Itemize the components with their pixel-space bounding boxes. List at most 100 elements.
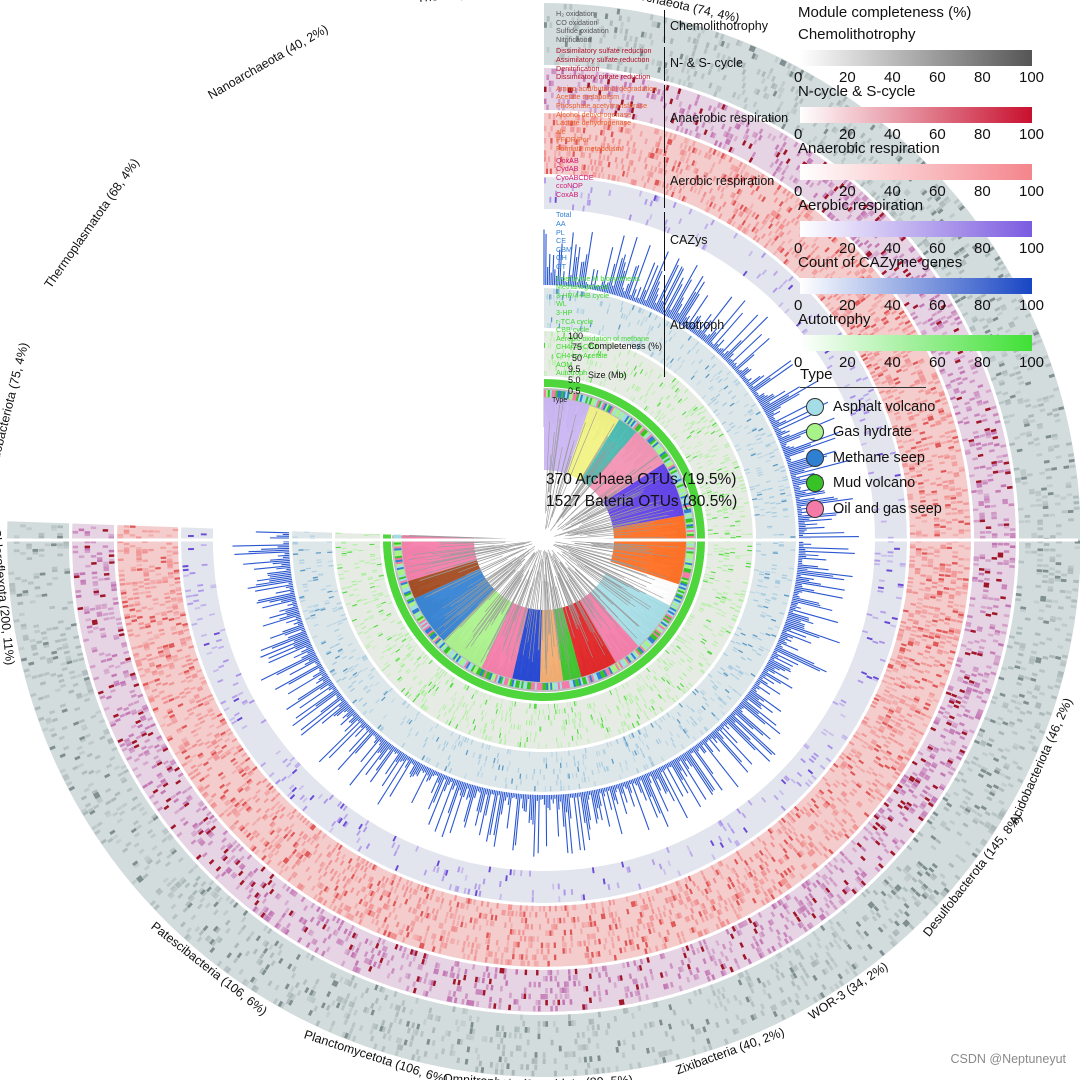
type-legend-item: Asphalt volcano [800, 394, 1000, 420]
legend-tick-label: 100 [1019, 183, 1045, 200]
legend-tick-label: 80 [974, 69, 991, 86]
track-label: alc [556, 126, 566, 136]
track-label: PFOR/Por [556, 135, 590, 145]
track-label: Acetate metabolism [556, 92, 620, 102]
type-legend-item: Gas hydrate [800, 420, 1000, 446]
group-bracket [664, 274, 665, 377]
type-row-label: Type [552, 397, 568, 404]
group-bracket [664, 156, 665, 208]
track-label: Amino acid/butanol degradation [556, 83, 658, 93]
legend-tick-label: 20 [839, 69, 856, 86]
track-label: Aerobic oxidation of methane [556, 333, 650, 343]
legend-gradient-bar [800, 278, 1032, 294]
legend-tick-label: 80 [974, 297, 991, 314]
legend-ticks: 0 20 40 60 80 100 [794, 183, 1044, 201]
legend-tick-label: 20 [839, 183, 856, 200]
legend-tick-label: 0 [794, 240, 803, 257]
track-label: CydAB [556, 164, 579, 174]
module-legend-title: Module completeness (%) [798, 4, 972, 21]
legend-scale: Chemolithotrophy 0 20 40 60 80 100 [794, 26, 1068, 86]
legend-tick-label: 100 [1019, 126, 1045, 143]
type-legend-label: Oil and gas seep [833, 500, 942, 517]
track-label: Lactate dehydrogenase [556, 118, 632, 128]
legend-tick-label: 0 [794, 354, 803, 371]
legend-scale-title: Aerobic respiration [798, 197, 924, 214]
clade-label: Thermoproteota (52, 3%) [416, 0, 556, 5]
legend-tick-label: 20 [839, 126, 856, 143]
group-bracket [664, 84, 665, 153]
module-completeness-legend: Module completeness (%) Chemolithotrophy… [794, 4, 1068, 371]
track-label: QoxAB [556, 155, 579, 165]
legend-tick-label: 80 [974, 354, 991, 371]
legend-tick-label: 40 [884, 297, 901, 314]
legend-tick-label: 20 [839, 297, 856, 314]
type-color-swatch [806, 499, 824, 518]
clade-label: Omnitrophota (35, 2%) [442, 1071, 569, 1080]
track-label: Total [556, 210, 572, 220]
completeness-size-scale: 100 Completeness (%) 75 50 9.5 Size (Mb) 5.0 0.… [552, 331, 662, 404]
legend-tick-label: 100 [1019, 69, 1045, 86]
legend-gradient-bar [800, 335, 1032, 351]
track-label: Assimilatory sulfate reduction [556, 54, 650, 64]
track-label: GT [556, 262, 566, 272]
legend-tick-label: 60 [929, 183, 946, 200]
legend-tick-label: 100 [1019, 354, 1045, 371]
type-ring [394, 390, 694, 690]
legend-scale-title: N-cycle & S-cycle [798, 83, 916, 100]
track-label: Dissimilatory nitrate reduction [556, 72, 651, 82]
legend-scale-title: Anaerobic respiration [798, 140, 940, 157]
track-label: r-TCA cycle [556, 316, 594, 326]
legend-ticks: 0 20 40 60 80 100 [794, 126, 1044, 144]
track-label: ccoNOP [556, 181, 583, 191]
track-label: GH [556, 253, 567, 263]
track-label: PL [556, 227, 565, 237]
track-label: Phosphate acetyltransferase [556, 100, 648, 110]
track-label: Autotroph [556, 368, 588, 378]
legend-tick-label: 100 [1019, 240, 1045, 257]
track-label: CyoABCDE [556, 172, 594, 182]
legend-scale: Anaerobic respiration 0 20 40 60 80 100 [794, 140, 1068, 200]
track-label-list: H₂ oxidation CO oxidation Sulfide oxidatio… [556, 9, 796, 381]
bacteria-count-label: 1527 Bateria OTUs (80.5%) [546, 493, 738, 510]
type-legend-title: Type [800, 366, 926, 388]
legend-tick-label: 60 [929, 354, 946, 371]
track-label: Coenzyme M biosynthesis [556, 273, 640, 283]
legend-tick-label: 40 [884, 183, 901, 200]
legend-gradient-bar [800, 221, 1032, 237]
legend-tick-label: 80 [974, 240, 991, 257]
legend-tick-label: 80 [974, 126, 991, 143]
legend-tick-label: 20 [839, 354, 856, 371]
watermark: CSDN @Neptuneyut [950, 1052, 1066, 1066]
archaea-count-label: 370 Archaea OTUs (19.5%) [546, 471, 737, 488]
track-label: CO oxidation [556, 17, 598, 27]
phylogenetic-tree [402, 401, 685, 678]
legend-tick-label: 40 [884, 126, 901, 143]
legend-scale-title: Chemolithotrophy [798, 26, 916, 43]
clade-label: Halobacteriota (75, 4%) [0, 341, 31, 472]
size-tick: 0.5 [568, 386, 581, 396]
legend-tick-label: 0 [794, 126, 803, 143]
track-label: Denitrification [556, 63, 600, 73]
track-label: CH4<=>Acetate [556, 350, 608, 360]
type-color-swatch [806, 397, 824, 416]
legend-scale: Autotrophy 0 20 40 60 80 100 [794, 311, 1068, 371]
group-bracket [664, 47, 665, 81]
legend-gradient-bar [800, 50, 1032, 66]
track-label: CBB cycle [556, 325, 590, 335]
track-label: CH4<=>CO2 [556, 342, 598, 352]
group-label: Aerobic respiration [670, 174, 775, 189]
legend-tick-label: 40 [884, 69, 901, 86]
type-legend-item: Methane seep [800, 445, 1000, 471]
legend-tick-label: 40 [884, 354, 901, 371]
group-label: Anaerobic respiration [670, 110, 789, 125]
track-label: Alcohol dehydrogenase [556, 109, 632, 119]
track-label: CoxAB [556, 189, 579, 199]
completeness-title: Completeness (%) [588, 341, 663, 351]
group-bracket [664, 211, 665, 271]
legend-tick-label: 100 [1019, 297, 1045, 314]
completeness-tick: 75 [572, 342, 583, 352]
type-legend-label: Gas hydrate [833, 424, 912, 441]
type-legend-label: Asphalt volcano [833, 398, 936, 415]
track-label: Dissimilatory sulfate reduction [556, 46, 652, 56]
legend-scale: Aerobic respiration 0 20 40 60 80 100 [794, 197, 1068, 257]
